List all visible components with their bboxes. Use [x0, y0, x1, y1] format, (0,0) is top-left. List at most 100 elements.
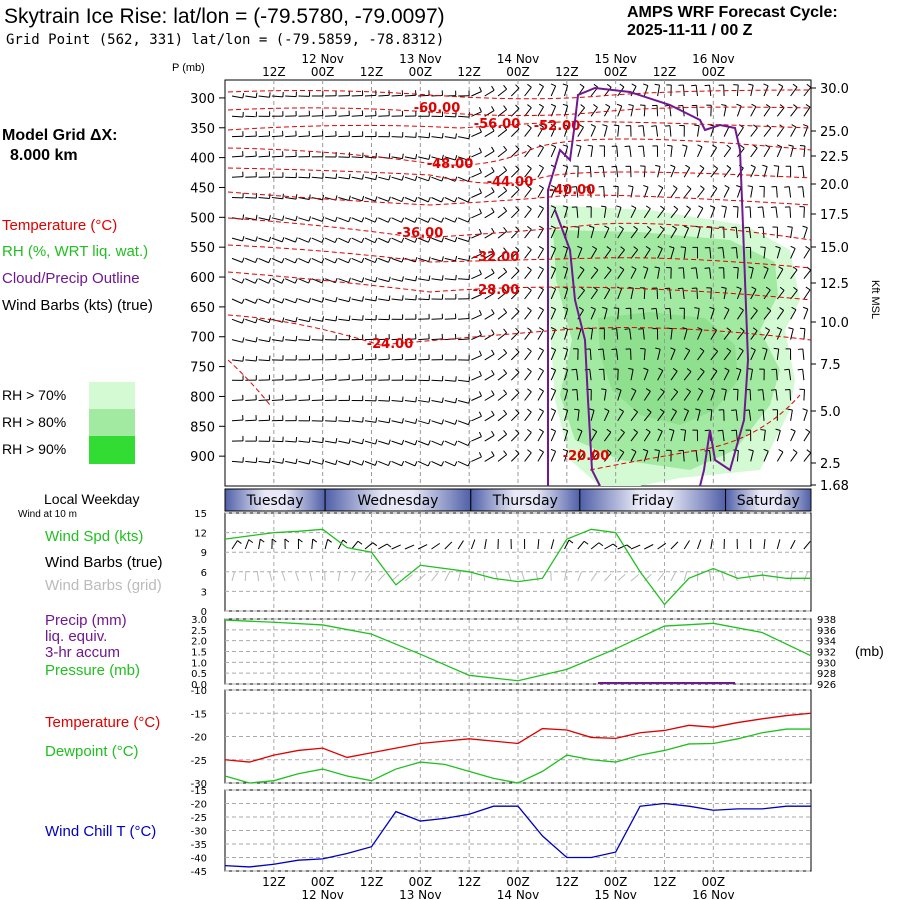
wind-barb-flag: [308, 194, 311, 200]
wind-barb-flag: [562, 205, 568, 208]
wind-barb-flag: [515, 124, 520, 130]
wind-barb-flag: [268, 457, 271, 463]
panel-y-tick-label: -25: [191, 756, 207, 767]
wind-barb-flag: [682, 327, 688, 330]
wind-barb-flag: [550, 245, 556, 249]
wind-barb: [245, 278, 256, 284]
chart-title: Skytrain Ice Rise: lat/lon = (-79.5780, …: [4, 5, 445, 28]
wind-barb: [431, 278, 443, 281]
wind-barb: [258, 95, 270, 98]
legend-temperature-2: Temperature (°C): [45, 714, 161, 731]
surface-wind-barb: [431, 542, 441, 550]
panel-y-tick-label: -20: [191, 733, 207, 744]
surface-wind-barb-flag: [284, 538, 290, 543]
height-tick-label: 17.5: [820, 208, 849, 223]
top-time-tick-label: 00Z: [702, 65, 726, 79]
wind-barb: [364, 358, 377, 361]
wind-barb-flag: [527, 408, 532, 413]
wind-barb: [444, 278, 456, 281]
wind-barb-flag: [491, 146, 495, 152]
wind-barb-flag: [335, 296, 338, 303]
wind-barb: [258, 339, 270, 343]
panel-y-tick-label: 2.5: [191, 626, 207, 637]
wind-barb: [364, 237, 376, 244]
wind-barb-flag: [580, 104, 585, 109]
wind-barb-flag: [515, 267, 520, 272]
wind-barb: [245, 237, 256, 242]
wind-barb-flag: [503, 247, 508, 252]
wind-barb: [325, 440, 337, 444]
legend-rh90: RH > 90%: [2, 441, 67, 457]
grid-point-label: Grid Point (562, 331) lat/lon = (-79.585…: [6, 32, 445, 48]
wind-barb-flag: [606, 83, 612, 88]
wind-barb: [285, 298, 296, 304]
wind-chill-line: [224, 802, 811, 868]
temperature-line: [224, 712, 812, 763]
surface-wind-barb: [484, 539, 487, 550]
wind-barb-flag: [478, 188, 482, 194]
wind-barb-flag: [784, 186, 790, 188]
rh70-swatch: [89, 382, 135, 409]
wind-barb: [710, 287, 712, 300]
wind-barb: [311, 278, 323, 284]
wind-barb: [577, 126, 584, 137]
wind-barb: [497, 109, 507, 117]
wind-barb: [643, 411, 652, 422]
wind-barb-flag: [550, 428, 556, 432]
wind-barb-flag: [717, 246, 723, 249]
wind-barb-flag: [726, 327, 732, 332]
wind-barb: [803, 227, 808, 239]
wind-barb: [537, 187, 544, 198]
weekday-label: Wednesday: [357, 493, 438, 509]
wind-barb: [231, 237, 243, 242]
wind-barb: [723, 309, 730, 320]
wind-barb: [338, 197, 350, 201]
wind-barb-flag: [402, 295, 404, 301]
wind-barb-flag: [584, 186, 590, 188]
wind-barb: [630, 207, 637, 219]
wind-barb: [589, 166, 592, 178]
wind-barb: [697, 329, 703, 340]
wind-barb-flag: [717, 429, 723, 432]
wind-barb: [378, 358, 390, 361]
surface-wind-barb: [351, 540, 359, 550]
wind-barb: [723, 288, 727, 300]
wind-barb-flag: [793, 104, 798, 109]
wind-barb: [604, 269, 612, 280]
wind-barb-flag: [788, 144, 794, 147]
wind-barb-flag: [527, 266, 532, 271]
wind-barb-flag: [740, 327, 745, 332]
pressure-y-tick-label: 938: [817, 615, 836, 626]
wind-barb-flag: [335, 459, 338, 465]
wind-barb-flag: [538, 266, 544, 270]
wind-barb-flag: [538, 124, 544, 128]
wind-barb: [615, 348, 619, 360]
wind-barb: [776, 86, 784, 97]
wind-barb: [643, 287, 646, 300]
wind-barb-flag: [657, 428, 663, 432]
wind-barb-flag: [792, 266, 798, 271]
wind-barb: [736, 389, 739, 401]
wind-barb: [537, 390, 544, 401]
surface-wind-barb: [670, 541, 679, 550]
wind-barb: [723, 370, 730, 381]
legend-wind-barbs-grid: Wind Barbs (grid): [45, 577, 162, 594]
wind-barb: [418, 136, 430, 139]
wind-barb: [364, 217, 376, 223]
wind-barb: [364, 176, 376, 181]
wind-barb: [803, 389, 805, 401]
wind-barb: [550, 207, 557, 219]
wind-barb-flag: [467, 440, 471, 446]
wind-barb-flag: [515, 287, 520, 292]
wind-barb: [298, 237, 309, 243]
wind-barb-flag: [673, 388, 679, 393]
wind-barb: [378, 176, 390, 181]
wind-barb-flag: [348, 438, 351, 444]
wind-barb-flag: [598, 165, 604, 168]
surface-wind-barb-grid: [351, 571, 356, 582]
wind-barb-flag: [388, 196, 391, 202]
height-tick-label: 10.0: [820, 316, 849, 331]
wind-barb-flag: [747, 185, 753, 188]
wind-barb: [802, 348, 805, 360]
wind-barb-flag: [592, 245, 597, 250]
